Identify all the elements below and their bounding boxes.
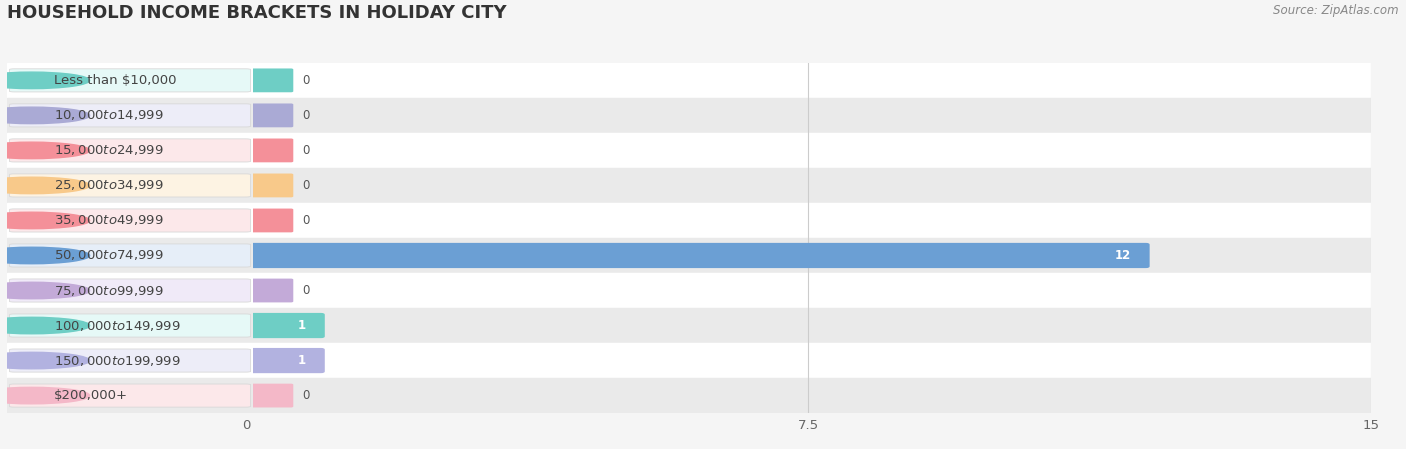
FancyBboxPatch shape (10, 314, 250, 337)
Text: $35,000 to $49,999: $35,000 to $49,999 (53, 213, 163, 228)
Bar (7, 168, 253, 203)
Text: $200,000+: $200,000+ (53, 389, 128, 402)
Bar (7, 203, 253, 238)
FancyBboxPatch shape (243, 173, 294, 198)
FancyBboxPatch shape (243, 278, 294, 303)
Bar (7, 273, 253, 308)
Text: Less than $10,000: Less than $10,000 (53, 74, 176, 87)
Bar (246, 378, 1371, 413)
Text: $50,000 to $74,999: $50,000 to $74,999 (53, 248, 163, 263)
Text: $25,000 to $34,999: $25,000 to $34,999 (53, 178, 163, 193)
Circle shape (0, 317, 90, 334)
Text: $100,000 to $149,999: $100,000 to $149,999 (53, 318, 180, 333)
FancyBboxPatch shape (246, 98, 1371, 133)
Bar (7, 308, 253, 343)
Circle shape (0, 142, 90, 158)
FancyBboxPatch shape (10, 209, 250, 232)
FancyBboxPatch shape (246, 168, 1371, 203)
Text: 1: 1 (298, 319, 307, 332)
Bar (246, 168, 1371, 203)
Circle shape (0, 107, 90, 123)
Text: 0: 0 (302, 284, 309, 297)
Circle shape (0, 177, 90, 194)
Bar (246, 98, 1371, 133)
Text: $150,000 to $199,999: $150,000 to $199,999 (53, 353, 180, 368)
Circle shape (0, 352, 90, 369)
Text: $75,000 to $99,999: $75,000 to $99,999 (53, 283, 163, 298)
Bar (246, 273, 1371, 308)
FancyBboxPatch shape (10, 384, 250, 407)
Bar (246, 308, 1371, 343)
Circle shape (0, 212, 90, 229)
FancyBboxPatch shape (243, 103, 294, 128)
Text: $10,000 to $14,999: $10,000 to $14,999 (53, 108, 163, 123)
FancyBboxPatch shape (10, 174, 250, 197)
Bar (7, 133, 253, 168)
FancyBboxPatch shape (243, 68, 294, 92)
Text: $15,000 to $24,999: $15,000 to $24,999 (53, 143, 163, 158)
FancyBboxPatch shape (246, 63, 1371, 98)
FancyBboxPatch shape (243, 383, 294, 408)
Bar (246, 238, 1371, 273)
FancyBboxPatch shape (10, 69, 250, 92)
FancyBboxPatch shape (242, 348, 325, 373)
Bar (7, 63, 253, 98)
Text: Source: ZipAtlas.com: Source: ZipAtlas.com (1274, 4, 1399, 18)
Text: 0: 0 (302, 144, 309, 157)
Bar (7, 238, 253, 273)
Circle shape (0, 72, 90, 88)
Circle shape (0, 282, 90, 299)
Bar (246, 343, 1371, 378)
FancyBboxPatch shape (10, 104, 250, 127)
FancyBboxPatch shape (246, 343, 1371, 378)
Text: 0: 0 (302, 179, 309, 192)
FancyBboxPatch shape (242, 243, 1150, 268)
Text: 0: 0 (302, 389, 309, 402)
Bar (246, 63, 1371, 98)
FancyBboxPatch shape (246, 238, 1371, 273)
Bar (246, 203, 1371, 238)
FancyBboxPatch shape (246, 133, 1371, 168)
Bar (7, 98, 253, 133)
FancyBboxPatch shape (10, 349, 250, 372)
FancyBboxPatch shape (243, 138, 294, 163)
FancyBboxPatch shape (242, 313, 325, 338)
Circle shape (0, 247, 90, 264)
Text: HOUSEHOLD INCOME BRACKETS IN HOLIDAY CITY: HOUSEHOLD INCOME BRACKETS IN HOLIDAY CIT… (7, 4, 506, 22)
Bar (246, 133, 1371, 168)
Bar (7, 343, 253, 378)
FancyBboxPatch shape (246, 308, 1371, 343)
Text: 0: 0 (302, 74, 309, 87)
FancyBboxPatch shape (246, 378, 1371, 413)
Bar (7, 378, 253, 413)
FancyBboxPatch shape (246, 273, 1371, 308)
FancyBboxPatch shape (246, 203, 1371, 238)
FancyBboxPatch shape (10, 139, 250, 162)
FancyBboxPatch shape (10, 244, 250, 267)
Circle shape (0, 387, 90, 404)
Text: 0: 0 (302, 214, 309, 227)
Text: 12: 12 (1115, 249, 1130, 262)
FancyBboxPatch shape (10, 279, 250, 302)
FancyBboxPatch shape (243, 208, 294, 233)
Text: 0: 0 (302, 109, 309, 122)
Text: 1: 1 (298, 354, 307, 367)
